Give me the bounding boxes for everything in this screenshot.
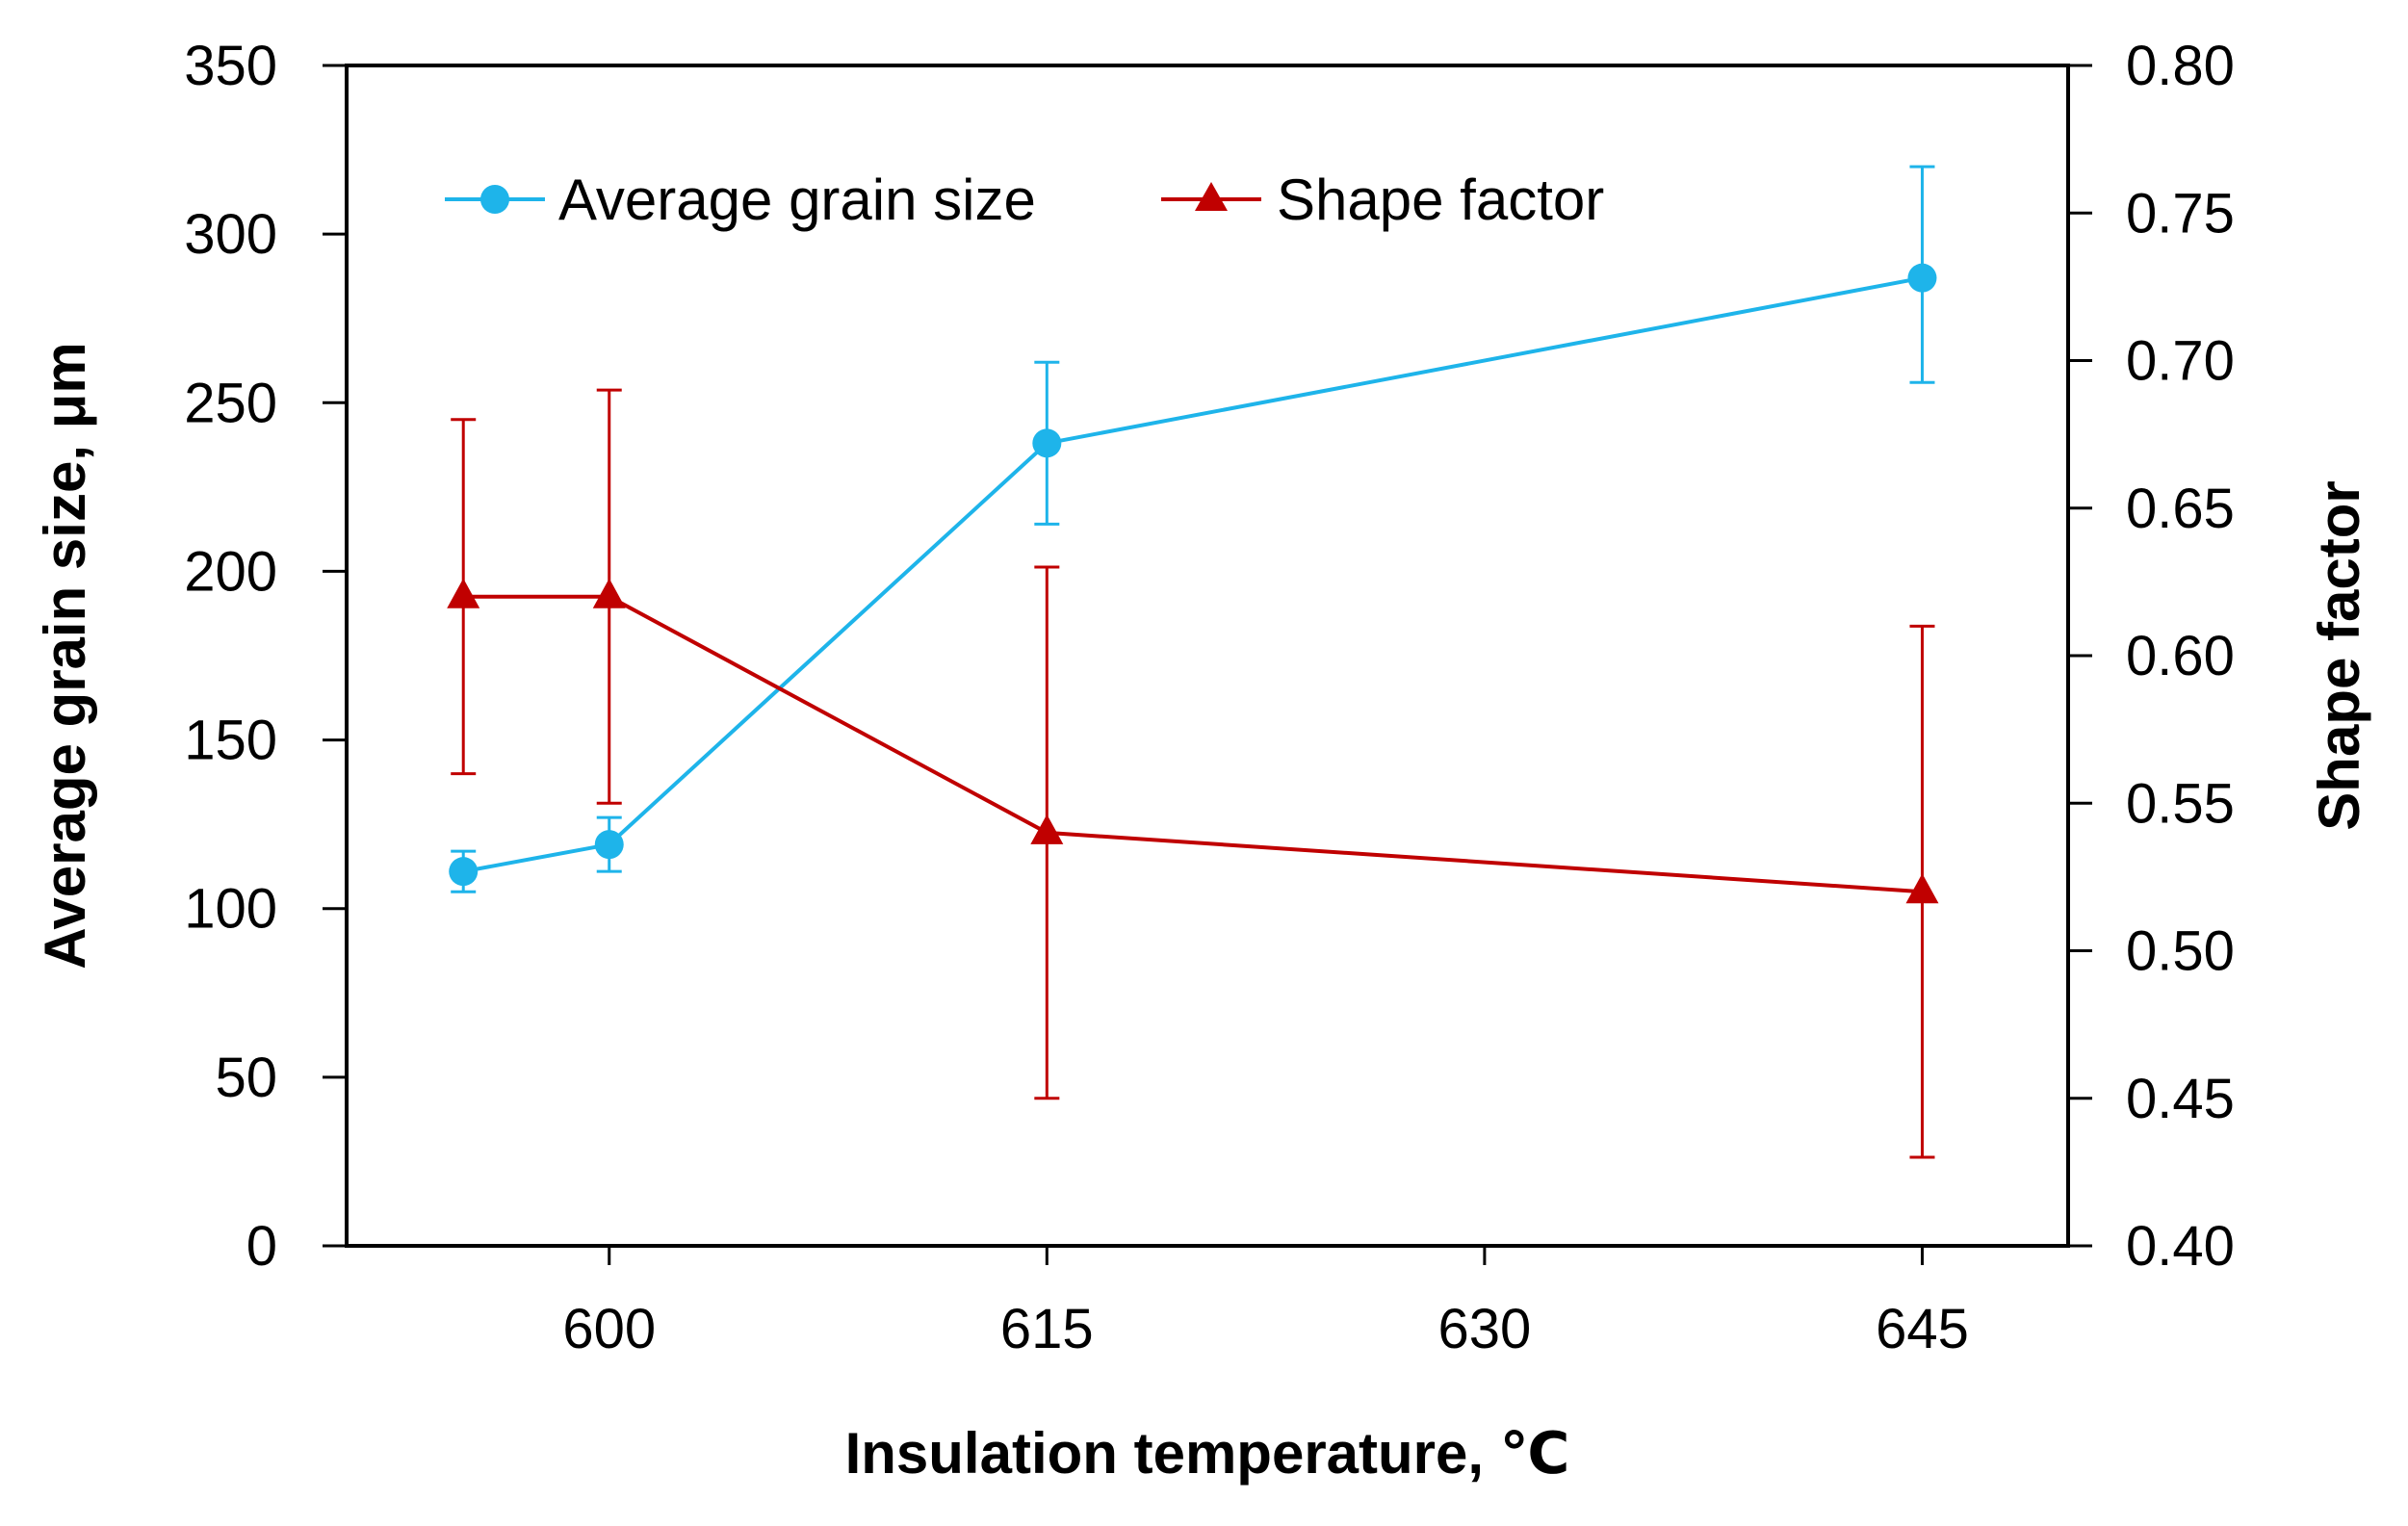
x-tick-label: 615 [1000, 1298, 1094, 1360]
x-tick-label: 600 [562, 1298, 656, 1360]
data-point [1907, 263, 1937, 293]
legend-marker-shape-factor [1195, 182, 1228, 211]
y-right-tick-label: 0.55 [2126, 772, 2235, 835]
data-point [1032, 428, 1062, 458]
y-right-tick-label: 0.40 [2126, 1215, 2235, 1278]
data-point [594, 830, 624, 860]
y-left-tick-label: 150 [184, 710, 277, 772]
data-point [449, 857, 479, 887]
series-line [463, 594, 1923, 894]
y-right-tick-label: 0.75 [2126, 182, 2235, 245]
y-right-tick-label: 0.60 [2126, 625, 2235, 687]
legend-label-shape-factor: Shape factor [1277, 168, 1604, 232]
y-right-tick-label: 0.65 [2126, 478, 2235, 540]
y-right-axis-title: Shape factor [2307, 480, 2371, 830]
legend-marker-average-grain-size [480, 185, 509, 214]
data-point [1030, 814, 1064, 844]
data-point [592, 578, 626, 608]
series-shape-factor [447, 388, 1939, 1159]
y-right-tick-label: 0.50 [2126, 920, 2235, 983]
y-left-tick-label: 300 [184, 203, 277, 266]
y-left-tick-label: 0 [246, 1215, 277, 1278]
y-left-tick-label: 200 [184, 540, 277, 603]
y-left-tick-label: 350 [184, 35, 277, 97]
y-right-tick-label: 0.80 [2126, 35, 2235, 97]
axes-layer: 0 50 100 150 200 250 300 350 0.40 0.45 0.50 0.55 0.6… [184, 35, 2235, 1360]
series-average-grain-size [449, 165, 1937, 893]
x-tick-label: 645 [1876, 1298, 1969, 1360]
legend-label-average-grain-size: Average grain size [558, 168, 1036, 232]
data-point [1905, 873, 1939, 904]
data-point [447, 578, 480, 608]
x-tick-label: 630 [1438, 1298, 1532, 1360]
series-line [462, 275, 1923, 874]
y-left-tick-label: 50 [215, 1047, 277, 1109]
x-axis-title: Insulation temperature, ℃ [845, 1421, 1570, 1486]
y-right-tick-label: 0.70 [2126, 330, 2235, 393]
legend: Average grain size Shape factor [445, 168, 1604, 232]
y-right-tick-label: 0.45 [2126, 1068, 2235, 1130]
y-left-tick-label: 100 [184, 878, 277, 941]
y-left-axis-title: Average grain size, μm [33, 342, 97, 969]
plot-layer [447, 165, 1939, 1159]
y-left-tick-label: 250 [184, 372, 277, 434]
